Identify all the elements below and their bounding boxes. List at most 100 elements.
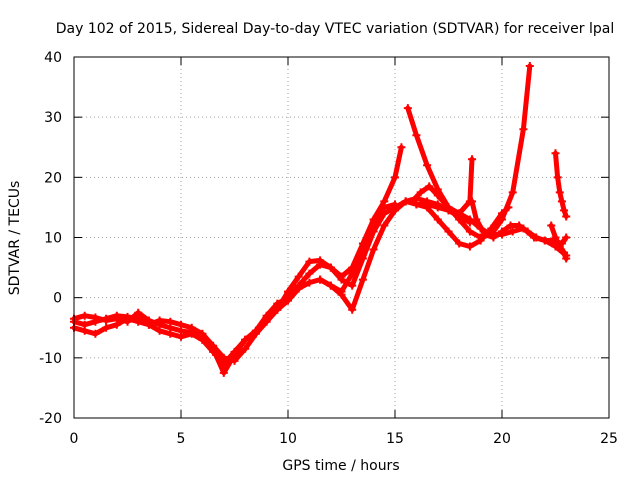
data-point [553, 173, 562, 182]
data-point [433, 191, 442, 200]
data-point [144, 320, 153, 329]
data-point [416, 188, 425, 197]
data-point [337, 275, 346, 284]
data-point [294, 272, 303, 281]
data-point [498, 227, 506, 236]
y-tick-label: 0 [53, 291, 62, 307]
data-point [391, 206, 399, 215]
series-track-10 [547, 221, 571, 263]
series-line [71, 195, 473, 364]
x-tick-label: 15 [386, 431, 404, 447]
series-track-3 [70, 194, 474, 365]
data-point [219, 353, 228, 362]
data-point [155, 326, 164, 335]
data-point [515, 221, 524, 230]
data-point [557, 197, 566, 206]
x-tick-label: 5 [177, 431, 186, 447]
data-point [547, 221, 556, 230]
data-point [476, 236, 485, 245]
data-point [358, 275, 367, 284]
series-line [413, 201, 511, 249]
data-point [498, 209, 506, 218]
data-point [369, 227, 378, 236]
data-point [560, 248, 569, 257]
data-point [380, 197, 389, 206]
data-point [504, 203, 513, 212]
data-point [455, 209, 464, 218]
data-point [523, 227, 532, 236]
data-point [305, 257, 314, 266]
series-track-5 [403, 62, 534, 242]
data-point [562, 212, 571, 221]
data-point [102, 314, 111, 323]
data-point [532, 233, 541, 242]
x-axis-label: GPS time / hours [282, 458, 399, 474]
data-point [472, 215, 481, 224]
data-point [465, 227, 474, 236]
data-point [112, 311, 121, 320]
data-point [444, 227, 453, 236]
data-point [326, 281, 335, 290]
data-point [425, 182, 434, 191]
data-point [123, 312, 132, 321]
data-point [369, 245, 378, 254]
data-point [358, 254, 367, 263]
data-point [177, 320, 185, 329]
data-point [508, 227, 517, 236]
data-point [540, 236, 549, 245]
data-point [316, 256, 325, 265]
y-tick-label: 20 [44, 170, 62, 186]
data-point [112, 320, 121, 329]
data-point [198, 329, 207, 338]
data-point [380, 209, 389, 218]
data-point [555, 188, 564, 197]
data-point [80, 320, 89, 329]
series-line [405, 63, 533, 240]
data-point [468, 155, 477, 164]
series-track-4 [316, 197, 571, 314]
data-point [219, 368, 228, 377]
data-point [91, 329, 100, 338]
data-point [166, 329, 175, 338]
data-point [525, 62, 534, 71]
data-point [551, 149, 560, 158]
y-tick-label: 10 [44, 231, 62, 247]
data-point [519, 125, 528, 134]
data-point [358, 239, 367, 248]
data-point [560, 206, 569, 215]
data-point [412, 131, 421, 140]
x-tick-label: 20 [493, 431, 511, 447]
data-point [348, 281, 357, 290]
data-point [391, 173, 399, 182]
y-tick-label: -20 [39, 411, 62, 427]
data-point [348, 263, 357, 272]
data-point [209, 341, 218, 350]
data-point [468, 197, 477, 206]
data-point [316, 275, 325, 284]
data-point [305, 278, 314, 287]
data-point [230, 356, 239, 365]
x-tick-label: 10 [279, 431, 297, 447]
data-point [251, 329, 260, 338]
y-tick-labels: -20 -10 0 10 20 30 40 [39, 50, 62, 427]
y-tick-label: 40 [44, 50, 62, 66]
data-point [241, 335, 250, 344]
data-point [562, 233, 571, 242]
data-point [348, 305, 357, 314]
chart-title: Day 102 of 2015, Sidereal Day-to-day VTE… [56, 21, 614, 37]
series-track-8 [412, 200, 513, 251]
data-point [284, 287, 292, 296]
data-point [403, 104, 412, 113]
series-line [71, 144, 404, 367]
series-track-2 [70, 143, 406, 368]
data-point [91, 317, 100, 326]
data-point [408, 197, 417, 206]
x-tick-label: 0 [70, 431, 79, 447]
data-point [294, 281, 303, 290]
data-point [397, 143, 406, 152]
y-tick-label: -10 [39, 351, 62, 367]
data-point [305, 269, 314, 278]
data-point [326, 263, 335, 272]
data-point [230, 347, 239, 356]
